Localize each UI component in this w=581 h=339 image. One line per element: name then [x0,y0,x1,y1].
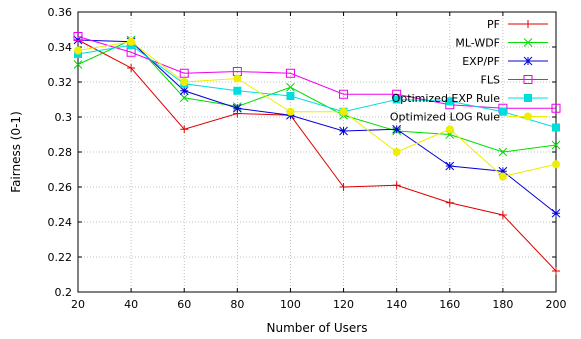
y-tick-label: 0.34 [48,41,73,54]
legend-label: PF [487,18,500,31]
data-point-optimized-exp-rule [498,107,507,116]
series-line-optimized-log-rule [77,41,557,178]
y-tick-label: 0.24 [48,216,73,229]
data-point-ml-wdf [498,147,508,157]
data-point-ml-wdf [73,60,83,69]
legend-entry-pf: PF [487,18,548,31]
legend-entry-ml-wdf: ML-WDF [455,37,548,50]
data-point-pf [498,211,507,219]
data-point-optimized-log-rule [74,46,82,55]
y-tick-label: 0.32 [48,76,73,89]
data-point-ml-wdf [551,140,561,150]
y-tick-label: 0.28 [48,146,73,159]
x-axis-label: Number of Users [266,321,367,335]
data-point-optimized-exp-rule [445,97,454,106]
tick-layer: 20 40 60 80 100 120 140 160 180 200 0.2 0.22 0.24 0.2… [48,6,567,311]
data-point-fls [73,32,83,41]
legend-marker [523,56,533,66]
data-point-fls [339,89,349,99]
data-point-fls [179,68,189,78]
legend-marker [523,38,533,47]
legend-marker [524,20,532,28]
data-point-optimized-log-rule [180,78,189,86]
series-line-pf [77,39,557,272]
data-point-exp-pf [551,208,561,218]
legend-marker [524,94,532,102]
legend-label: FLS [481,74,500,87]
legend-marker [523,75,533,84]
data-point-optimized-exp-rule [392,95,401,104]
y-tick-label: 0.36 [48,6,73,19]
legend-entry-exp-pf: EXP/PF [462,55,548,68]
data-point-optimized-log-rule [127,37,136,46]
data-point-ml-wdf [179,93,189,103]
x-tick-label: 60 [177,298,191,311]
legend-entry-optimized-log-rule: Optimized LOG Rule [390,111,548,124]
data-point-optimized-exp-rule [552,123,560,132]
legend-label: Optimized LOG Rule [390,111,500,124]
data-point-optimized-log-rule [392,148,401,156]
legend-label: EXP/PF [462,55,500,68]
legend: PF ML-WDF EXP/PF FLS Optimized EXP Rule Optim… [390,18,548,124]
data-point-optimized-log-rule [233,74,242,83]
y-tick-label: 0.22 [48,251,73,264]
data-point-exp-pf [339,126,348,136]
data-point-optimized-log-rule [339,107,348,116]
x-tick-label: 40 [124,298,138,311]
y-tick-label: 0.26 [48,181,73,194]
x-tick-label: 80 [230,298,244,311]
legend-label: Optimized EXP Rule [392,92,501,105]
data-point-exp-pf [232,103,242,113]
x-tick-label: 20 [71,298,85,311]
legend-entry-optimized-exp-rule: Optimized EXP Rule [392,92,548,105]
data-point-optimized-log-rule [498,172,507,181]
data-point-pf [445,198,454,207]
legend-marker [524,112,532,121]
series-pf [74,36,560,275]
y-tick-label: 0.2 [55,286,73,299]
legend-entry-fls: FLS [481,74,548,87]
data-point-optimized-log-rule [445,125,454,134]
data-point-pf [392,181,401,190]
series-line-exp-pf [77,39,557,214]
grid-layer [78,12,556,292]
data-point-ml-wdf [286,82,295,92]
data-point-pf [339,183,348,191]
data-point-exp-pf [445,161,455,171]
data-point-optimized-log-rule [552,160,560,169]
series-line-optimized-exp-rule [77,44,557,128]
x-tick-label: 200 [546,298,567,311]
series-line-ml-wdf [77,39,557,153]
x-tick-label: 180 [492,298,513,311]
data-point-fls [551,103,561,113]
series-layer [73,32,561,275]
data-point-fls [285,68,295,78]
data-point-exp-pf [498,166,508,176]
y-tick-label: 0.3 [55,111,73,124]
series-optimized-log-rule [74,37,560,181]
data-point-exp-pf [392,124,402,134]
x-tick-label: 120 [333,298,354,311]
plot-frame [77,11,557,293]
x-tick-label: 140 [386,298,407,311]
x-tick-label: 100 [280,298,301,311]
data-point-pf [180,125,189,134]
data-point-optimized-log-rule [286,107,295,116]
data-point-pf [127,64,136,72]
data-point-exp-pf [179,86,189,96]
data-point-optimized-exp-rule [233,86,242,95]
data-point-optimized-exp-rule [286,92,295,100]
y-axis-label: Fairness (0-1) [9,111,23,192]
x-tick-label: 160 [439,298,460,311]
data-point-pf [552,267,560,275]
legend-label: ML-WDF [455,37,500,50]
